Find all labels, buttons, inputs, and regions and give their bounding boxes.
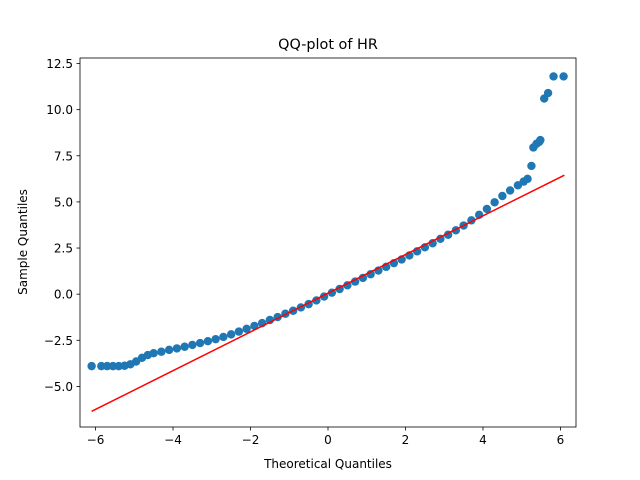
x-tick-label: 0	[324, 433, 332, 447]
qq-point	[523, 174, 532, 184]
x-tick-label: 6	[557, 433, 565, 447]
qq-point	[250, 321, 259, 331]
y-tick-label: 5.0	[54, 195, 73, 209]
y-tick-label: −2.5	[44, 334, 73, 348]
qq-point	[102, 361, 112, 371]
qq-point	[149, 349, 158, 358]
x-tick-label: −2	[242, 433, 260, 447]
y-axis-label: Sample Quantiles	[16, 189, 30, 295]
qq-point	[108, 361, 118, 371]
qq-point	[219, 332, 228, 342]
qq-point	[164, 345, 174, 355]
qq-point	[180, 342, 189, 351]
qq-point	[527, 161, 536, 171]
qq-point	[549, 72, 558, 81]
y-tick-label: 0.0	[54, 288, 73, 302]
qq-point	[195, 338, 205, 348]
qq-point	[87, 361, 96, 371]
qq-point	[172, 344, 182, 353]
qq-point	[265, 315, 275, 325]
qq-point	[498, 191, 507, 201]
qq-point	[505, 186, 515, 195]
qq-point	[234, 327, 244, 336]
x-axis-label: Theoretical Quantiles	[263, 457, 392, 471]
plot-area: −6 −4 −2 0 2 4 6 −5.0 −2.5 0.0 2.5 5.0 7.5 10.0 12.5	[44, 57, 577, 447]
qq-point	[97, 361, 106, 371]
x-tick-label: −6	[87, 433, 105, 447]
y-tick-label: 10.0	[46, 103, 73, 117]
qq-point	[242, 324, 251, 334]
reference-line	[91, 174, 565, 412]
qq-point	[157, 347, 166, 356]
qq-point	[211, 334, 220, 344]
x-tick-label: −4	[164, 433, 182, 447]
qq-point	[543, 88, 553, 98]
y-tick-label: 12.5	[46, 57, 73, 71]
chart-title: QQ-plot of HR	[278, 37, 378, 53]
qq-point	[358, 273, 368, 283]
y-tick-label: 2.5	[54, 242, 73, 256]
qq-point	[536, 135, 545, 145]
y-tick-label: −5.0	[44, 380, 73, 394]
y-tick-label: 7.5	[54, 149, 73, 163]
qq-point	[366, 270, 375, 279]
qq-point	[490, 198, 499, 207]
qq-point	[428, 239, 437, 248]
qq-point	[203, 337, 213, 346]
qq-point	[482, 204, 492, 214]
qq-point	[559, 72, 568, 81]
qq-point	[188, 340, 197, 350]
qq-point	[350, 277, 360, 286]
x-tick-label: 2	[402, 433, 410, 447]
qq-point	[226, 330, 236, 339]
x-tick-label: 4	[479, 433, 487, 447]
